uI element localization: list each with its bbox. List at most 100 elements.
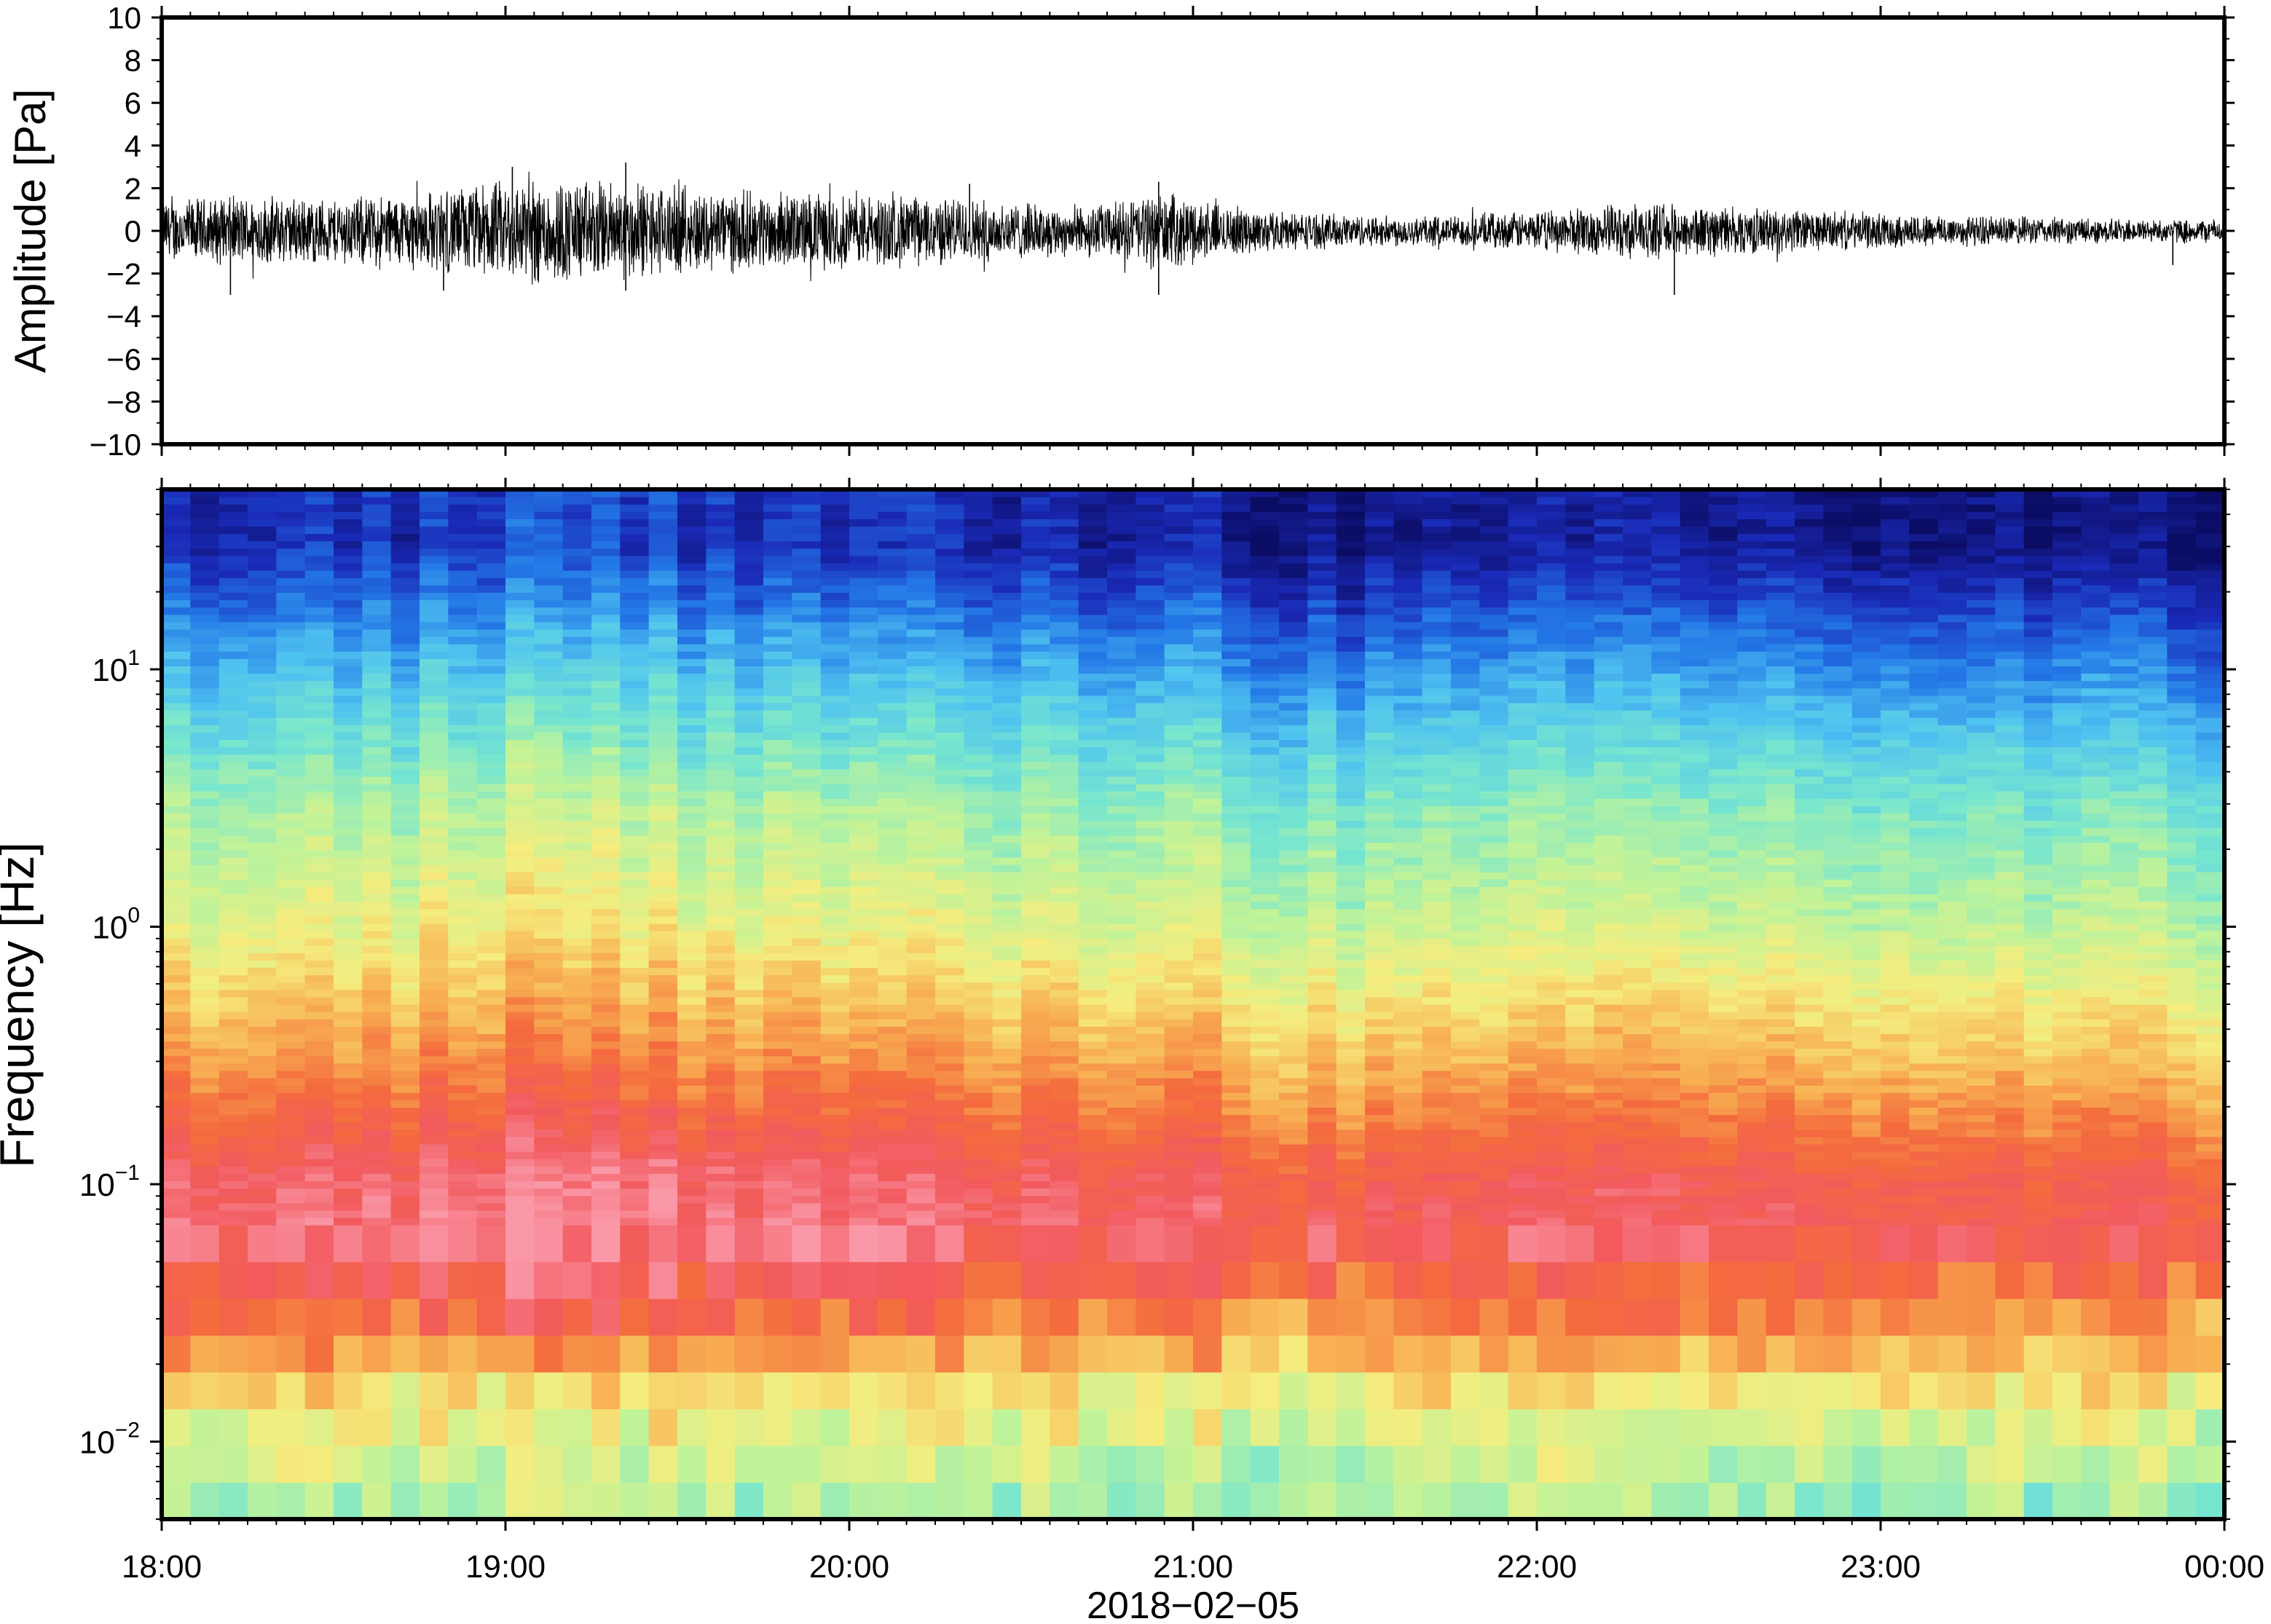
spectrogram-cell [1307,673,1337,682]
spectrogram-cell [562,996,592,1005]
spectrogram-cell [648,1298,678,1336]
spectrogram-cell [304,1195,334,1204]
spectrogram-cell [1107,886,1136,895]
spectrogram-cell [420,1107,449,1116]
spectrogram-cell [1365,599,1394,608]
spectrogram-cell [591,754,621,762]
spectrogram-cell [248,1195,277,1204]
spectrogram-cell [734,548,764,556]
spectrogram-cell [505,1019,535,1027]
spectrogram-cell [1307,732,1337,740]
spectrogram-cell [304,945,334,953]
spectrogram-cell [1307,1136,1337,1145]
spectrogram-cell [562,1041,592,1049]
spectrogram-cell [562,1482,592,1520]
spectrogram-cell [448,687,478,696]
spectrogram-cell [706,820,736,829]
spectrogram-cell [190,673,220,682]
spectrogram-cell [1336,842,1366,851]
spectrogram-cell [792,754,822,762]
spectrogram-cell [190,1026,220,1034]
spectrogram-cell [820,555,850,564]
spectrogram-cell [1078,614,1108,623]
spectrogram-cell [792,628,822,637]
spectrogram-cell [390,849,420,858]
spectrogram-cell [390,827,420,836]
spectrogram-cell [620,1166,650,1174]
spectrogram-cell [505,658,535,666]
spectrogram-cell [935,872,964,880]
spectrogram-cell [706,798,736,806]
spectrogram-cell [162,813,191,821]
spectrogram-cell [763,680,792,689]
spectrogram-cell [763,585,792,593]
spectrogram-cell [1136,982,1165,990]
spectrogram-cell [620,1048,650,1057]
spectrogram-cell [1393,945,1423,953]
spectrogram-cell [935,1408,964,1446]
spectrogram-cell [1279,761,1308,770]
spectrogram-cell [706,1143,736,1152]
spectrogram-cell [362,864,392,872]
spectrogram-cell [276,1225,306,1263]
spectrogram-cell [591,725,621,733]
spectrogram-cell [534,820,564,829]
spectrogram-cell [792,1033,822,1042]
spectrogram-cell [792,894,822,902]
spectrogram-cell [1365,1261,1394,1299]
spectrogram-cell [1050,996,1079,1005]
spectrogram-cell [935,695,964,703]
spectrogram-cell [1250,1298,1280,1336]
spectrogram-cell [162,754,191,762]
spectrogram-cell [219,673,248,682]
spectrogram-cell [304,931,334,939]
spectrogram-cell [763,754,792,762]
spectrogram-cell [1221,658,1251,666]
spectrogram-cell [620,761,650,770]
spectrogram-cell [304,1100,334,1108]
spectrogram-cell [476,555,506,564]
spectrogram-cell [1336,1143,1366,1152]
spectrogram-cell [1336,563,1366,571]
spectrogram-cell [792,1100,822,1108]
spectrogram-cell [1250,1446,1280,1483]
spectrogram-cell [1021,702,1050,711]
spectrogram-cell [878,1159,908,1167]
spectrogram-cell [648,931,678,939]
spectrogram-cell [276,1210,306,1218]
spectrogram-cell [390,1298,420,1336]
spectrogram-cell [734,489,764,497]
spectrogram-cell [1193,1217,1222,1226]
spectrogram-cell [476,1408,506,1446]
spectrogram-cell [420,607,449,615]
spectrogram-cell [1307,1482,1337,1520]
spectrogram-cell [1164,996,1194,1005]
spectrogram-cell [219,931,248,939]
spectrogram-cell [476,1033,506,1042]
spectrogram-cell [878,953,908,961]
spectrogram-cell [1050,784,1079,792]
spectrogram-cell [620,1114,650,1123]
spectrogram-cell [1279,1159,1308,1167]
spectrogram-cell [763,651,792,659]
spectrogram-cell [763,791,792,799]
spectrogram-cell [906,687,936,696]
spectrogram-cell [1307,578,1337,586]
spectrogram-cell [476,1159,506,1167]
spectrogram-cell [706,489,736,497]
spectrogram-cell [334,717,363,725]
spectrogram-cell [992,533,1022,542]
spectrogram-cell [1393,1143,1423,1152]
spectrogram-cell [792,1408,822,1446]
spectrogram-cell [648,938,678,946]
spectrogram-cell [763,864,792,872]
spectrogram-cell [276,725,306,733]
spectrogram-cell [935,1114,964,1123]
spectrogram-cell [1193,1482,1222,1520]
spectrogram-cell [476,628,506,637]
spectrogram-cell [1193,1166,1222,1174]
spectrogram-cell [276,592,306,601]
spectrogram-cell [964,1070,993,1079]
spectrogram-cell [1250,915,1280,924]
spectrogram-cell [1021,938,1050,946]
